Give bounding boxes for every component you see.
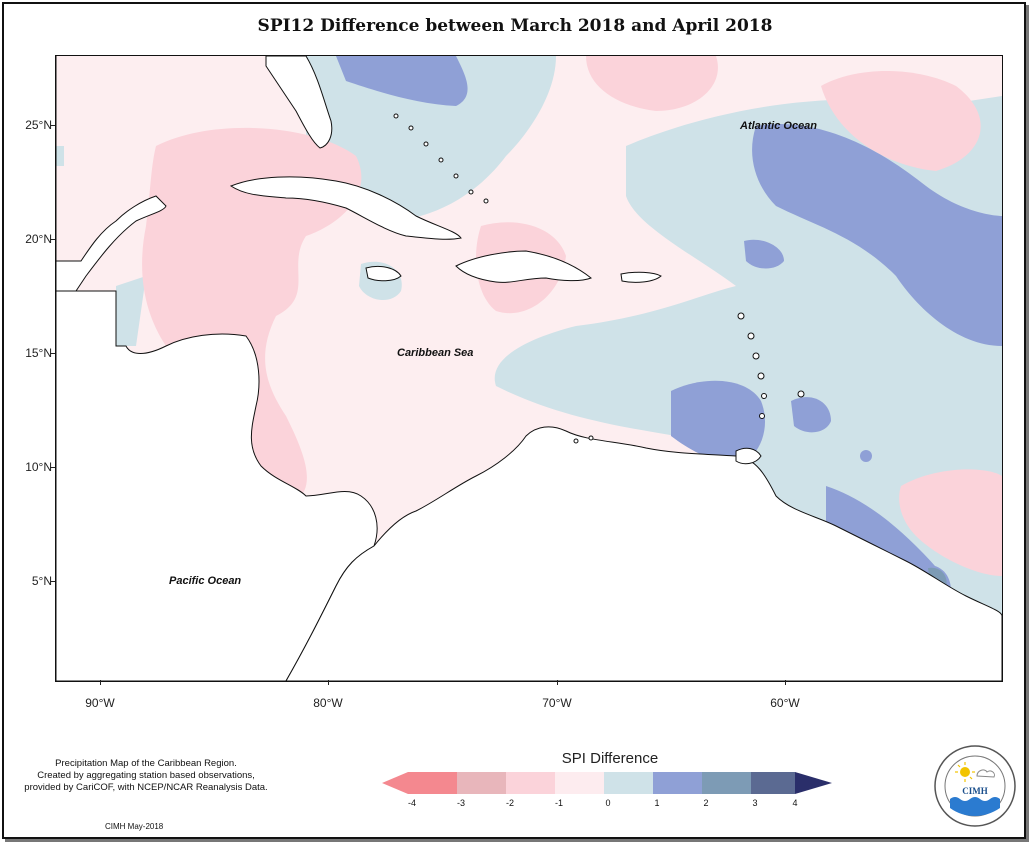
legend-swatch-minus1	[555, 772, 604, 794]
lat-tick-5n	[50, 581, 55, 582]
lat-label-20n: 20°N	[25, 232, 52, 246]
land-jamaica	[365, 265, 402, 282]
region-northeast-pink	[821, 71, 981, 171]
legend-tick-plus3: 3	[752, 798, 758, 808]
lon-label-60w: 60°W	[770, 696, 800, 710]
legend-tick-plus1: 1	[654, 798, 660, 808]
island-bahamas-4	[438, 157, 444, 163]
region-blob-east-blue	[744, 239, 784, 269]
legend-swatch-plus1	[653, 772, 702, 794]
island-bahamas-6	[468, 189, 474, 195]
lat-tick-10n	[50, 467, 55, 468]
island-bahamas-5	[453, 173, 459, 179]
lon-tick-90w	[100, 680, 101, 685]
lat-tick-20n	[50, 239, 55, 240]
pacific-ocean-label: Pacific Ocean	[169, 575, 242, 587]
lon-tick-80w	[328, 680, 329, 685]
region-barbados-blue	[791, 397, 831, 433]
lon-label-80w: 80°W	[313, 696, 343, 710]
region-bahamas-blue	[306, 56, 556, 221]
legend-tick-zero: 0	[605, 798, 611, 808]
caribbean-sea-label: Caribbean Sea	[397, 347, 474, 359]
legend-title: SPI Difference	[561, 750, 659, 767]
lon-label-70w: 70°W	[542, 696, 572, 710]
island-lesser-antilles-6	[759, 413, 765, 419]
island-barbados	[797, 390, 805, 398]
region-windward-blue	[671, 380, 766, 462]
land-puerto-rico	[620, 271, 662, 283]
region-yucatan-blue	[116, 276, 146, 346]
legend-swatch-plus3	[751, 772, 795, 794]
legend-tick-minus2: -2	[505, 798, 514, 808]
legend-swatch-zero	[604, 772, 653, 794]
region-bahamas-medium-blue	[336, 56, 468, 106]
land-south-america	[285, 426, 1002, 681]
land-cuba	[229, 176, 462, 240]
land-hispaniola	[455, 250, 592, 283]
lon-tick-70w	[557, 680, 558, 685]
map-panel[interactable]	[55, 55, 1003, 682]
lat-tick-25n	[50, 125, 55, 126]
region-atlantic-medium-blue	[752, 124, 1002, 346]
legend-swatch-plus2	[702, 772, 751, 794]
lat-tick-15n	[50, 353, 55, 354]
legend-colorbar	[382, 772, 832, 794]
legend-tick-plus2: 2	[703, 798, 709, 808]
lat-label-25n: 25°N	[25, 118, 52, 132]
island-aruba	[573, 438, 579, 444]
footer-line-2: Created by aggregating station based obs…	[37, 770, 255, 781]
atlantic-ocean-label: Atlantic Ocean	[740, 120, 818, 132]
map-svg	[56, 56, 1002, 681]
sun-rays-icon	[955, 762, 975, 782]
legend-swatch-minus4	[408, 772, 457, 794]
island-lesser-antilles-2	[747, 332, 755, 340]
island-bahamas-1	[393, 113, 399, 119]
small-islands	[393, 113, 805, 465]
lat-label-5n: 5°N	[31, 574, 52, 588]
legend-tick-minus3: -3	[456, 798, 465, 808]
sun-icon	[960, 767, 970, 777]
legend-left-arrow	[382, 772, 408, 794]
legend-swatch-minus3	[457, 772, 506, 794]
footer-line-3: provided by CariCOF, with NCEP/NCAR Rean…	[24, 782, 268, 793]
land-florida	[265, 56, 333, 149]
map-title: SPI12 Difference between March 2018 and …	[257, 16, 773, 36]
cloud-icon	[976, 769, 995, 778]
region-west-edge-blue	[56, 146, 64, 166]
region-east-pink	[899, 469, 1002, 576]
water-waves-icon	[950, 797, 1000, 816]
lon-tick-60w	[785, 680, 786, 685]
cimh-logo: CIMH	[934, 745, 1016, 827]
island-lesser-antilles-1	[737, 312, 745, 320]
lat-label-10n: 10°N	[25, 460, 52, 474]
footer-credit: CIMH May-2018	[105, 822, 164, 831]
lon-label-90w: 90°W	[85, 696, 115, 710]
island-bahamas-2	[408, 125, 414, 131]
footer-line-1: Precipitation Map of the Caribbean Regio…	[55, 758, 237, 769]
legend-right-arrow	[795, 772, 832, 794]
island-turks-caicos	[483, 198, 489, 204]
logo-text: CIMH	[962, 786, 988, 796]
island-lesser-antilles-4	[757, 372, 765, 380]
legend-swatch-minus2	[506, 772, 555, 794]
footer-description: Precipitation Map of the Caribbean Regio…	[6, 758, 286, 794]
island-curacao	[588, 435, 594, 441]
legend-tick-minus1: -1	[554, 798, 563, 808]
island-lesser-antilles-3	[752, 352, 760, 360]
legend-tick-minus4: -4	[407, 798, 416, 808]
lat-label-15n: 15°N	[25, 346, 52, 360]
legend-tick-plus4: 4	[792, 798, 798, 808]
region-north-pink	[586, 56, 718, 111]
island-bahamas-3	[423, 141, 429, 147]
land-masses	[56, 56, 1002, 681]
region-small-blue-dot	[860, 450, 872, 462]
land-mexico-north	[56, 56, 167, 292]
island-trinidad	[735, 447, 762, 465]
region-central-pink	[142, 127, 362, 502]
island-lesser-antilles-5	[761, 393, 767, 399]
